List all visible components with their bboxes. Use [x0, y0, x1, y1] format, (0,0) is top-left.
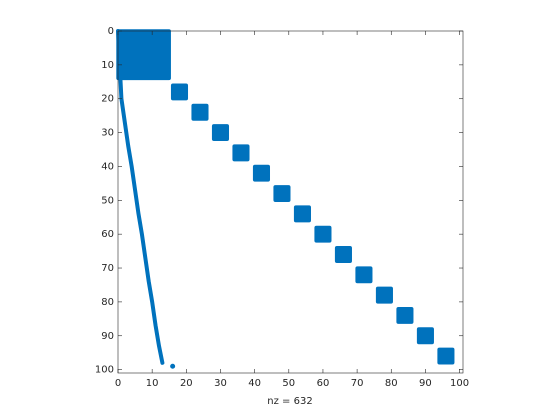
nonzero-block	[170, 83, 189, 101]
x-tick-label: 80	[385, 378, 398, 389]
x-tick-label: 20	[180, 378, 193, 389]
x-tick-label: 10	[146, 378, 159, 389]
y-tick-label: 10	[101, 60, 114, 71]
nonzero-block	[293, 205, 311, 223]
nonzero-block	[314, 225, 332, 243]
x-tick-label: 100	[450, 378, 469, 389]
nonzero-block	[334, 246, 352, 263]
y-tick-label: 20	[101, 94, 114, 105]
nonzero-block	[416, 327, 434, 345]
x-tick-label: 40	[248, 378, 261, 389]
y-tick-label: 90	[101, 331, 114, 342]
x-tick-label: 60	[317, 378, 330, 389]
x-axis-label: nz = 632	[267, 396, 312, 407]
nonzero-block	[116, 29, 171, 81]
x-tick-label: 90	[419, 378, 432, 389]
y-tick-label: 0	[108, 26, 114, 37]
nonzero-block	[355, 266, 373, 284]
plot-area: 0 10 20 30 40 50 60 70 80 90 100010203040506070809…	[95, 26, 469, 389]
x-tick-label: 70	[351, 378, 364, 389]
axes-box	[117, 30, 464, 374]
x-tick-label: 50	[282, 378, 295, 389]
nonzero-block	[191, 103, 209, 121]
nonzero-block	[252, 164, 271, 182]
nonzero-band	[116, 29, 165, 365]
nonzero-block	[211, 124, 230, 142]
y-tick-label: 60	[101, 229, 114, 240]
y-tick-label: 30	[101, 128, 114, 139]
nonzero-block	[396, 306, 414, 324]
y-tick-label: 40	[101, 161, 114, 172]
nonzero-block	[437, 347, 455, 365]
x-tick-label: 0	[115, 378, 121, 389]
nonzero-point	[170, 363, 176, 369]
nonzero-block	[232, 144, 250, 162]
y-tick-label: 50	[101, 195, 114, 206]
nonzero-block	[375, 286, 393, 304]
y-tick-label: 100	[95, 365, 114, 376]
y-tick-label: 70	[101, 263, 114, 274]
y-tick-label: 80	[101, 297, 114, 308]
nonzero-block	[273, 185, 291, 202]
x-tick-label: 30	[214, 378, 227, 389]
